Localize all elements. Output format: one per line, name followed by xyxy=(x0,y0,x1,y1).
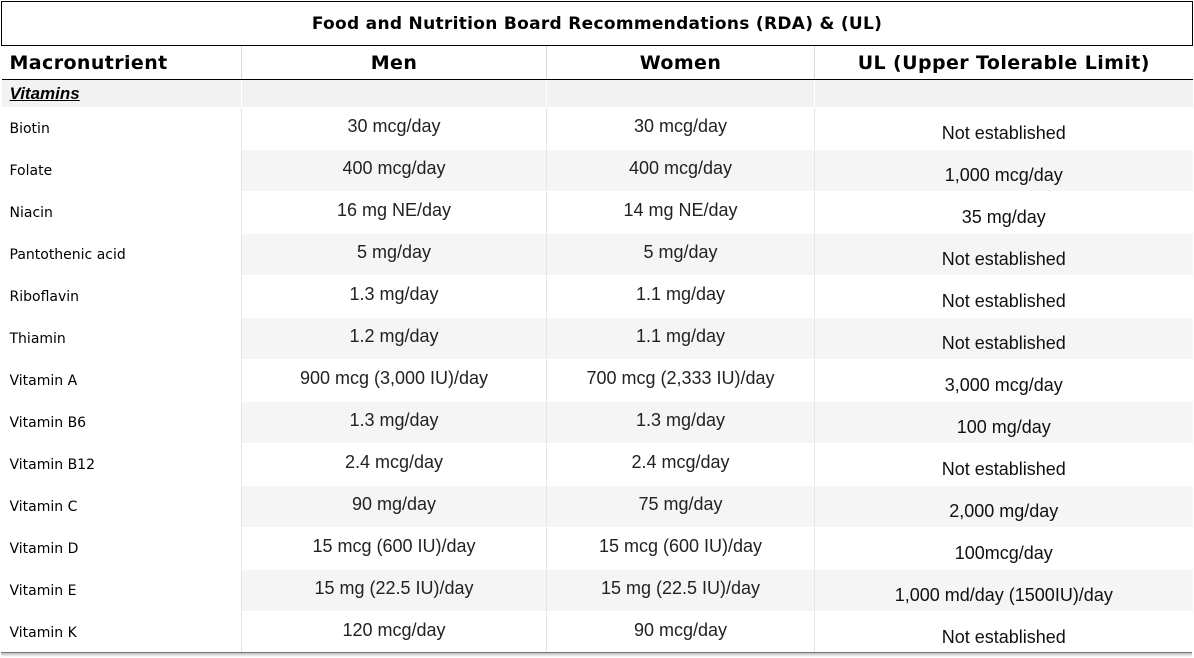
cell-women-value: 1.3 mg/day xyxy=(546,401,815,444)
cell-men-value: 1.3 mg/day xyxy=(241,275,547,318)
table-row: Pantothenic acid 5 mg/day 5 mg/day Not esta… xyxy=(1,233,1193,276)
cell-nutrient-name: Riboflavin xyxy=(1,275,242,318)
cell-ul-value: 1,000 mcg/day xyxy=(813,149,1193,192)
cell-men-value: 1.2 mg/day xyxy=(241,317,547,360)
table-row: Vitamin A 900 mcg (3,000 IU)/day 700 mcg (… xyxy=(1,359,1193,402)
table-row: Vitamin D 15 mcg (600 IU)/day 15 mcg (600 … xyxy=(1,527,1193,570)
table-title-row: Food and Nutrition Board Recommendations… xyxy=(0,1,1194,46)
cell-men-value: 900 mcg (3,000 IU)/day xyxy=(241,359,547,402)
cell-nutrient-name: Pantothenic acid xyxy=(1,233,242,276)
cell-women-value: 75 mg/day xyxy=(546,485,815,528)
cell-women-value: 15 mg (22.5 IU)/day xyxy=(546,569,815,612)
cell-nutrient-name: Vitamin E xyxy=(1,569,242,612)
header-men: Men xyxy=(241,45,547,80)
cell-ul-value: Not established xyxy=(813,275,1193,318)
cell-nutrient-name: Vitamin B6 xyxy=(1,401,242,444)
table-bottom-shadow xyxy=(1,653,1192,657)
cell-men-value: 1.3 mg/day xyxy=(241,401,547,444)
section-row-vitamins: Vitamins xyxy=(1,79,1193,108)
cell-men-value: 15 mcg (600 IU)/day xyxy=(241,527,547,570)
cell-ul-value: Not established xyxy=(813,317,1193,360)
cell-women-value: 30 mcg/day xyxy=(546,107,815,150)
cell-ul-value: 1,000 md/day (1500IU)/day xyxy=(813,569,1193,612)
cell-ul-value: Not established xyxy=(813,611,1193,654)
table-title: Food and Nutrition Board Recommendations… xyxy=(0,1,1194,46)
cell-ul-value: 100mcg/day xyxy=(813,527,1193,570)
table-row: Biotin 30 mcg/day 30 mcg/day Not establishe… xyxy=(1,107,1193,150)
cell-nutrient-name: Vitamin C xyxy=(1,485,242,528)
cell-women-value: 15 mcg (600 IU)/day xyxy=(546,527,815,570)
table-row: Folate 400 mcg/day 400 mcg/day 1,000 mcg/da… xyxy=(1,149,1193,192)
cell-women-value: 700 mcg (2,333 IU)/day xyxy=(546,359,815,402)
cell-men-value: 16 mg NE/day xyxy=(241,191,547,234)
cell-nutrient-name: Biotin xyxy=(1,107,242,150)
cell-women-value: 2.4 mcg/day xyxy=(546,443,815,486)
cell-ul-value: 35 mg/day xyxy=(813,191,1193,234)
cell-nutrient-name: Niacin xyxy=(1,191,242,234)
table-row: Thiamin 1.2 mg/day 1.1 mg/day Not establish… xyxy=(1,317,1193,360)
cell-nutrient-name: Thiamin xyxy=(1,317,242,360)
cell-ul-value: Not established xyxy=(813,443,1193,486)
section-cell-empty xyxy=(813,79,1193,108)
cell-men-value: 400 mcg/day xyxy=(241,149,547,192)
cell-ul-value: Not established xyxy=(813,233,1193,276)
cell-men-value: 90 mg/day xyxy=(241,485,547,528)
header-ul: UL (Upper Tolerable Limit) xyxy=(813,45,1193,80)
table-row: Vitamin B6 1.3 mg/day 1.3 mg/day 100 mg/day xyxy=(1,401,1193,444)
cell-women-value: 5 mg/day xyxy=(546,233,815,276)
header-macronutrient: Macronutrient xyxy=(1,45,242,80)
cell-men-value: 120 mcg/day xyxy=(241,611,547,654)
cell-women-value: 90 mcg/day xyxy=(546,611,815,654)
section-cell-empty xyxy=(241,79,547,108)
table-row: Vitamin B12 2.4 mcg/day 2.4 mcg/day Not est… xyxy=(1,443,1193,486)
header-row: Macronutrient Men Women UL (Upper Tolera… xyxy=(1,45,1193,80)
cell-ul-value: 2,000 mg/day xyxy=(813,485,1193,528)
cell-women-value: 1.1 mg/day xyxy=(546,275,815,318)
cell-ul-value: Not established xyxy=(813,107,1193,150)
cell-nutrient-name: Vitamin B12 xyxy=(1,443,242,486)
cell-men-value: 30 mcg/day xyxy=(241,107,547,150)
cell-women-value: 14 mg NE/day xyxy=(546,191,815,234)
cell-men-value: 5 mg/day xyxy=(241,233,547,276)
table-row: Riboflavin 1.3 mg/day 1.1 mg/day Not establ… xyxy=(1,275,1193,318)
table-bottom-border xyxy=(1,652,1192,653)
cell-ul-value: 3,000 mcg/day xyxy=(813,359,1193,402)
cell-nutrient-name: Folate xyxy=(1,149,242,192)
table-row: Vitamin C 90 mg/day 75 mg/day 2,000 mg/day xyxy=(1,485,1193,528)
cell-women-value: 400 mcg/day xyxy=(546,149,815,192)
cell-women-value: 1.1 mg/day xyxy=(546,317,815,360)
section-cell-empty xyxy=(546,79,815,108)
table-row: Niacin 16 mg NE/day 14 mg NE/day 35 mg/day xyxy=(1,191,1193,234)
header-women: Women xyxy=(546,45,815,80)
cell-men-value: 2.4 mcg/day xyxy=(241,443,547,486)
table-row: Vitamin E 15 mg (22.5 IU)/day 15 mg (22.5 … xyxy=(1,569,1193,612)
cell-nutrient-name: Vitamin D xyxy=(1,527,242,570)
cell-ul-value: 100 mg/day xyxy=(813,401,1193,444)
table-row: Vitamin K 120 mcg/day 90 mcg/day Not establ… xyxy=(1,611,1193,654)
section-label: Vitamins xyxy=(1,79,242,108)
cell-nutrient-name: Vitamin A xyxy=(1,359,242,402)
cell-men-value: 15 mg (22.5 IU)/day xyxy=(241,569,547,612)
cell-nutrient-name: Vitamin K xyxy=(1,611,242,654)
